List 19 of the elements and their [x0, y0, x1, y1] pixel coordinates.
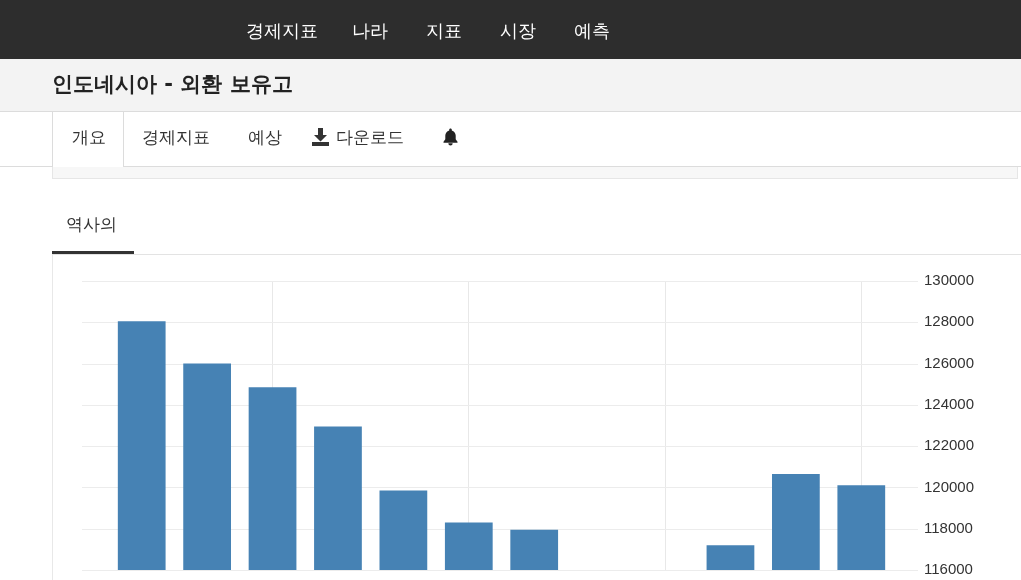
text: 역사의 [66, 213, 117, 236]
chart-title: 인도네시아 - 외환 보유고 [52, 71, 293, 98]
text: 시장 [500, 19, 536, 43]
y-tick-label: 122000 [924, 436, 975, 454]
text: 예상 [248, 126, 282, 149]
y-tick-label: 120000 [924, 477, 975, 495]
text: 다운로드 [336, 126, 404, 149]
text: 지표 [426, 19, 462, 43]
y-tick-label: 128000 [924, 312, 975, 330]
y-tick-label: 130000 [924, 271, 975, 289]
text: 경제지표 [246, 19, 318, 43]
text: 나라 [352, 19, 388, 43]
text: 경제지표 [142, 126, 210, 149]
y-tick-label: 116000 [924, 560, 973, 578]
y-tick-label: 124000 [924, 395, 975, 412]
y-tick-label: 126000 [924, 353, 975, 371]
text: 예측 [574, 19, 610, 43]
y-tick-label: 118000 [924, 518, 973, 536]
text: 개요 [72, 126, 106, 149]
